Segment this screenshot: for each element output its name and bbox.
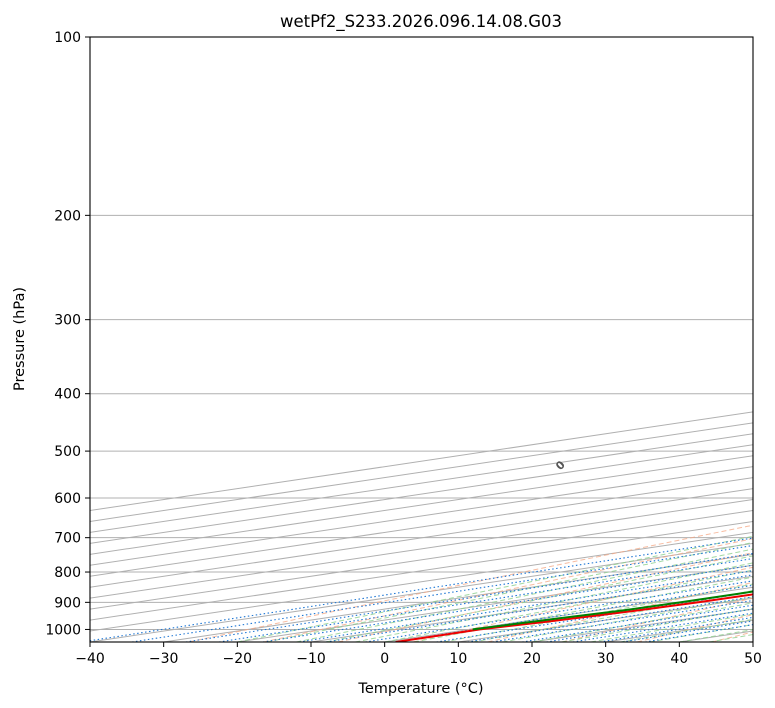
mixing-ratio-line [522,604,753,642]
y-tick-label: 400 [54,387,81,403]
x-tick-label: 30 [597,651,615,667]
x-tick-label: 20 [523,651,541,667]
mixing-ratio-line [90,537,753,642]
y-tick-label: 200 [54,208,81,224]
mixing-ratio-line [492,599,753,642]
isotherm-line [90,499,753,599]
y-tick-label: 700 [54,531,81,547]
x-tick-label: −40 [75,651,105,667]
isotherm-line [90,477,753,577]
isotherm-line [90,531,753,632]
isotherm-line [90,509,753,610]
x-tick-label: −30 [149,651,179,667]
y-tick-label: 100 [54,30,81,46]
y-axis-label: Pressure (hPa) [12,287,28,391]
chart-title: wetPf2_S233.2026.096.14.08.G03 [280,12,562,32]
y-tick-label: 900 [54,595,81,611]
mixing-ratio-line [185,553,753,642]
y-tick-label: 500 [54,444,81,460]
x-tick-label: −20 [223,651,253,667]
y-axis: 1000 900 800 700 600 500 400 300 200 100 [45,30,90,638]
x-tick-label: 10 [449,651,467,667]
x-tick-label: 40 [670,651,688,667]
moist-adiabat-line [355,562,753,642]
mixing-ratio-line [599,616,753,642]
y-tick-label: 1000 [45,622,81,638]
isotherm-line [90,466,753,566]
moist-adiabat-line [325,555,753,642]
isotherm-line [90,488,753,588]
plot-frame [89,36,754,643]
mixing-ratio-line [546,608,753,642]
x-tick-label: 50 [744,651,762,667]
y-tick-label: 300 [54,313,81,329]
dry-adiabat-line [263,538,753,642]
dry-adiabat-line [562,597,753,642]
moist-adiabat-line [266,541,753,642]
y-tick-label: 600 [54,491,81,507]
plot-area: -100-90-80-70-60-50-40-30-20-100.10.20.4… [90,37,753,642]
x-tick-label: 0 [380,651,389,667]
isotherm-line [90,444,753,544]
dry-adiabat-line [188,524,753,642]
dry-adiabat-line [412,566,753,642]
mixing-ratio-line [218,557,753,642]
mixing-ratio-line [572,612,753,642]
x-axis: −40 −30 −20 −10 0 10 20 30 40 50 [75,642,762,667]
isotherm-line [90,455,753,555]
isotherm-line [90,520,753,621]
x-tick-label: −10 [296,651,326,667]
y-tick-label: 800 [54,565,81,581]
mixing-ratio-line [131,544,753,642]
x-axis-label: Temperature (°C) [357,681,483,697]
